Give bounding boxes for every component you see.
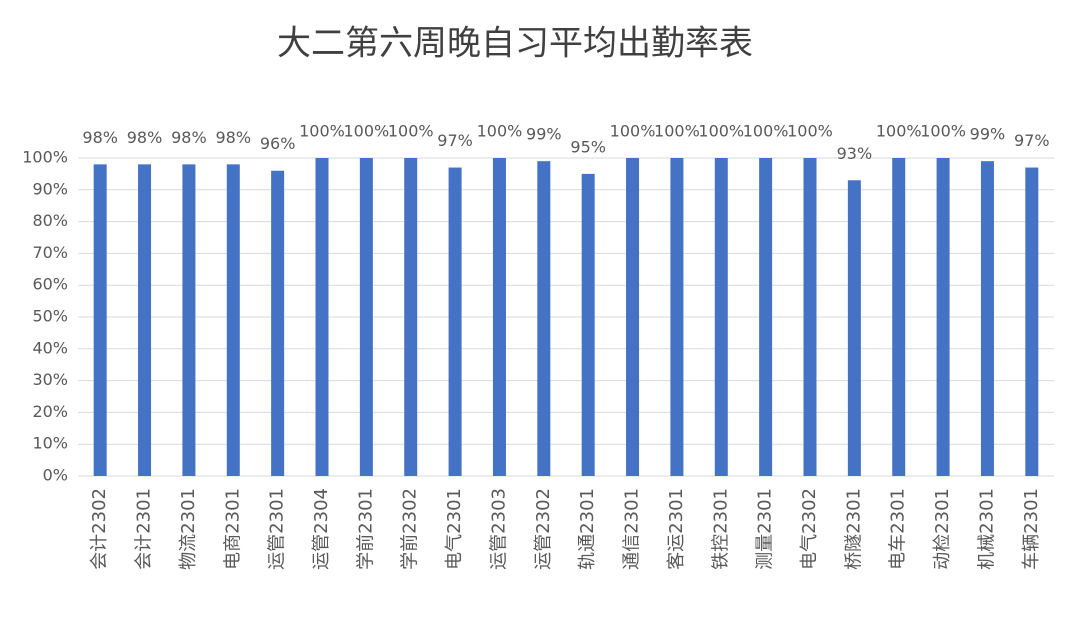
y-tick-label: 80% [32, 211, 68, 230]
y-tick-label: 10% [32, 434, 68, 453]
value-label: 100% [698, 122, 744, 141]
bar [670, 158, 684, 476]
value-label: 98% [171, 128, 207, 147]
y-tick-label: 20% [32, 402, 68, 421]
bar [1025, 167, 1039, 477]
y-tick-label: 50% [32, 307, 68, 326]
value-label: 95% [570, 137, 606, 156]
bar [980, 161, 994, 476]
x-tick-label: 运管2301 [267, 488, 288, 570]
bar [537, 161, 551, 476]
x-tick-label: 学前2302 [400, 488, 421, 570]
x-tick-label: 电车2301 [888, 488, 909, 570]
bar [226, 164, 240, 477]
value-label: 100% [388, 122, 434, 141]
x-tick-label: 机械2301 [976, 488, 997, 570]
value-label: 100% [299, 122, 345, 141]
chart-title: 大二第六周晚自习平均出勤率表 [277, 24, 753, 64]
value-label: 100% [920, 122, 966, 141]
bar [626, 158, 640, 476]
value-label: 98% [82, 128, 118, 147]
value-label: 99% [970, 125, 1006, 144]
bar [182, 164, 196, 477]
bar [448, 167, 462, 477]
bar [404, 158, 418, 476]
bar [759, 158, 773, 476]
x-tick-label: 学前2301 [355, 488, 376, 570]
y-tick-label: 40% [32, 338, 68, 357]
value-label: 96% [260, 134, 296, 153]
x-tick-label: 通信2301 [622, 488, 643, 570]
x-tick-label: 动检2301 [932, 488, 953, 570]
value-label: 100% [876, 122, 922, 141]
x-tick-label: 运管2303 [488, 488, 509, 570]
x-tick-label: 车辆2301 [1021, 488, 1042, 570]
value-label: 100% [343, 122, 389, 141]
bar [936, 158, 950, 476]
x-tick-label: 轨通2301 [577, 488, 598, 570]
x-tick-label: 电气2302 [799, 488, 820, 570]
x-tick-label: 会计2301 [134, 488, 155, 570]
value-label: 100% [787, 122, 833, 141]
value-label: 93% [837, 144, 873, 163]
x-tick-label: 桥隧2301 [843, 488, 864, 570]
bar [892, 158, 906, 476]
x-tick-label: 客运2301 [666, 488, 687, 570]
x-tick-label: 会计2302 [89, 488, 110, 570]
x-tick-label: 测量2301 [755, 488, 776, 570]
bar [359, 158, 373, 476]
x-tick-label: 运管2304 [311, 488, 332, 570]
y-tick-label: 90% [32, 179, 68, 198]
y-tick-label: 60% [32, 275, 68, 294]
bar [315, 158, 329, 476]
value-label: 99% [526, 125, 562, 144]
value-label: 98% [215, 128, 251, 147]
bar [271, 170, 285, 476]
value-label: 97% [437, 131, 473, 150]
x-tick-label: 物流2301 [178, 488, 199, 570]
bar [803, 158, 817, 476]
x-tick-label: 运管2302 [533, 488, 554, 570]
value-label: 100% [743, 122, 789, 141]
bar [714, 158, 728, 476]
y-tick-label: 30% [32, 370, 68, 389]
x-tick-label: 电气2301 [444, 488, 465, 570]
value-label: 98% [127, 128, 163, 147]
y-tick-label: 70% [32, 243, 68, 262]
bar [847, 180, 861, 476]
bar [93, 164, 107, 477]
y-tick-label: 100% [22, 148, 68, 167]
bar [581, 173, 595, 476]
bar [492, 158, 506, 476]
value-label: 100% [477, 122, 523, 141]
bar [138, 164, 152, 477]
value-label: 100% [654, 122, 700, 141]
y-tick-label: 0% [43, 466, 68, 485]
value-label: 97% [1014, 131, 1050, 150]
value-label: 100% [610, 122, 656, 141]
x-tick-label: 铁控2301 [710, 488, 731, 570]
x-tick-label: 电商2301 [222, 488, 243, 570]
